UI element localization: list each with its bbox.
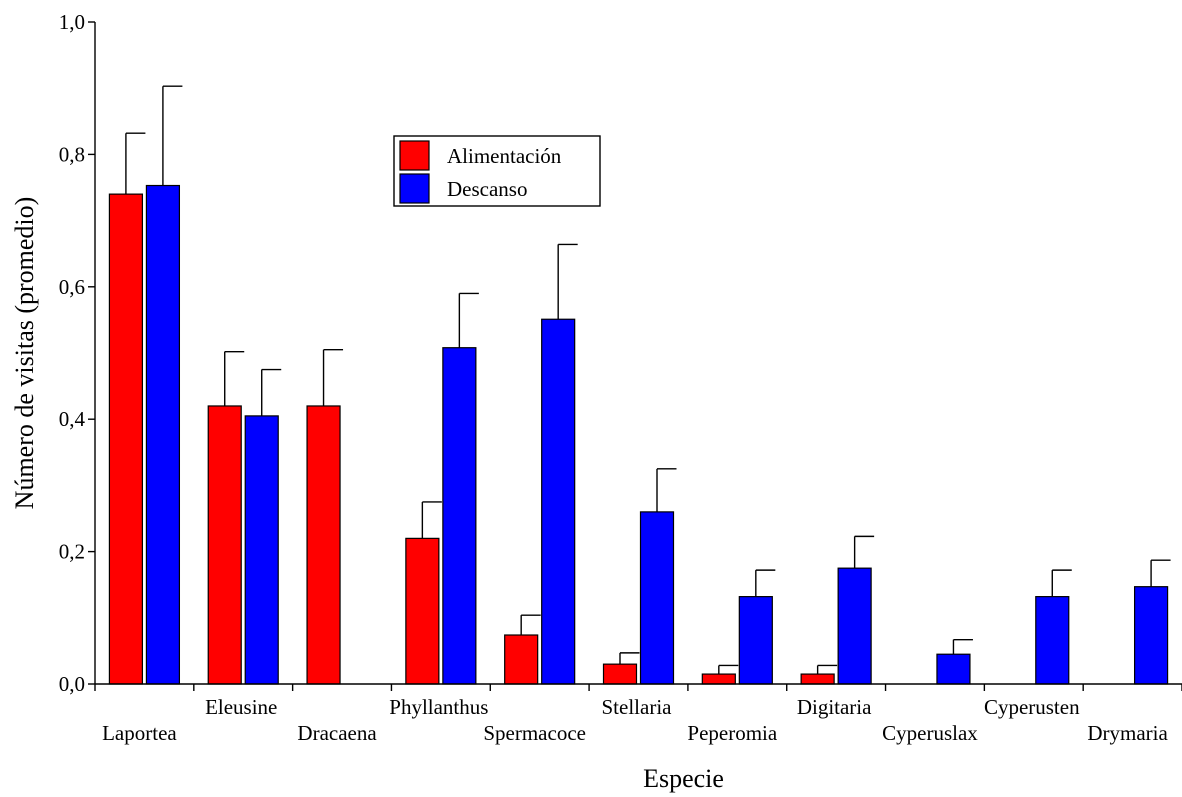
error-bar-descanso-stellaria [656,468,677,512]
x-axis-title: Especie [643,764,724,793]
error-bar-alimentacion-peperomia [718,664,739,675]
bar-descanso-peperomia [738,596,773,685]
y-tick-label: 0,6 [59,275,85,299]
error-bar-alimentacion-spermacoce [520,614,541,636]
y-tick-label: 0,0 [59,672,85,696]
bar-descanso-drymaria [1133,586,1169,685]
bar-descanso-cyperuslax [936,653,971,685]
error-bar-alimentacion-digitaria [816,664,838,675]
bar-descanso-laportea [145,184,181,685]
error-bar-descanso-cyperuslax [952,638,973,655]
bar-alimentacion-digitaria [800,673,835,685]
bars-layer [108,85,1171,685]
bar-descanso-digitaria [837,567,872,685]
x-category-label-dracaena: Dracaena [297,721,377,745]
error-bar-alimentacion-laportea [125,132,146,195]
bar-alimentacion-stellaria [602,663,638,685]
error-bar-descanso-cyperusten [1051,569,1072,597]
x-category-label-drymaria: Drymaria [1087,721,1168,745]
error-bar-descanso-peperomia [755,569,776,597]
y-tick-label: 0,2 [59,540,85,564]
bar-alimentacion-eleusine [207,405,242,685]
legend-swatch-alimentacion [399,140,430,171]
error-bar-descanso-drymaria [1150,559,1171,587]
bar-alimentacion-spermacoce [504,634,539,685]
error-bar-alimentacion-stellaria [619,652,640,665]
x-category-label-eleusine: Eleusine [205,695,277,719]
x-category-label-cyperuslax: Cyperuslax [882,721,978,745]
x-category-label-cyperusten: Cyperusten [984,695,1080,719]
error-bar-alimentacion-dracaena [322,348,344,406]
x-category-label-stellaria: Stellaria [602,695,673,719]
error-bar-descanso-laportea [162,85,183,186]
y-tick-label: 0,8 [59,142,85,166]
x-category-label-spermacoce: Spermacoce [483,721,586,745]
legend-label-alimentacion: Alimentación [447,144,562,168]
error-bar-descanso-eleusine [261,368,282,416]
error-bar-descanso-spermacoce [557,243,578,320]
bar-descanso-phyllanthus [442,347,477,685]
legend: Alimentación Descanso [393,135,601,207]
x-category-label-laportea: Laportea [102,721,177,745]
y-tick-label: 1,0 [59,10,85,34]
labels-layer: 0,0 0,2 0,4 0,6 0,8 1,0 Laportea Eleusine Dracae… [59,10,1169,745]
y-tick-label: 0,4 [59,407,86,431]
legend-label-descanso: Descanso [447,177,527,201]
error-bar-descanso-digitaria [853,535,875,569]
bar-alimentacion-dracaena [306,405,341,685]
error-bar-alimentacion-phyllanthus [421,501,442,539]
x-category-label-peperomia: Peperomia [687,721,777,745]
error-bar-descanso-phyllanthus [458,292,479,348]
bar-alimentacion-laportea [108,193,144,685]
y-axis-title: Número de visitas (promedio) [10,197,39,510]
bar-alimentacion-phyllanthus [405,537,440,685]
error-bar-alimentacion-eleusine [224,350,245,406]
axes-layer [88,21,1182,691]
x-category-label-digitaria: Digitaria [797,695,872,719]
legend-swatch-descanso [399,173,430,204]
bar-descanso-spermacoce [541,318,576,685]
bar-descanso-eleusine [244,415,279,685]
bar-alimentacion-peperomia [701,673,736,685]
bar-descanso-stellaria [639,511,675,685]
x-category-label-phyllanthus: Phyllanthus [389,695,488,719]
bar-descanso-cyperusten [1035,596,1070,685]
